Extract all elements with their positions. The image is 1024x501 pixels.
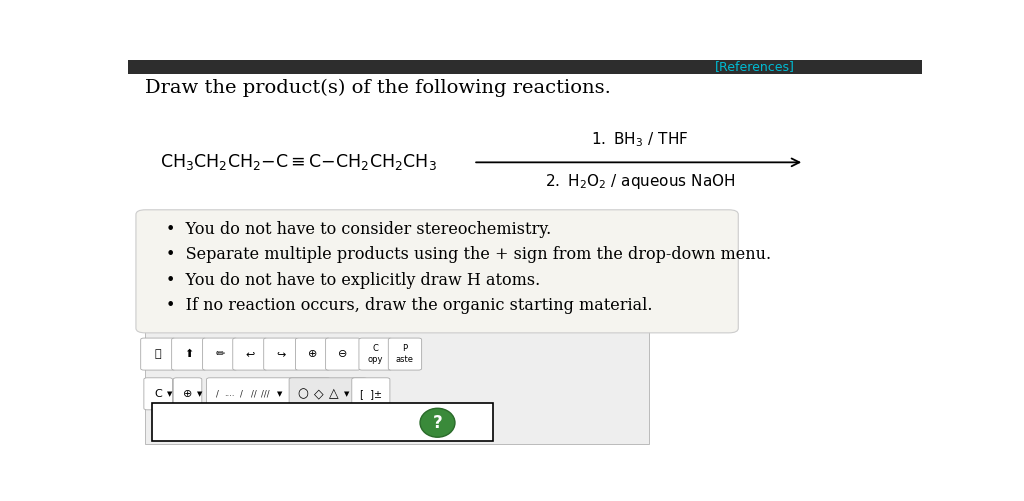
Ellipse shape bbox=[420, 408, 455, 437]
Text: 🖐: 🖐 bbox=[155, 349, 162, 359]
Text: $\mathregular{1.\ BH_3\ /\ THF}$: $\mathregular{1.\ BH_3\ /\ THF}$ bbox=[591, 130, 688, 149]
Text: •  Separate multiple products using the + sign from the drop-down menu.: • Separate multiple products using the +… bbox=[166, 246, 771, 264]
Text: C
opy: C opy bbox=[368, 344, 383, 364]
FancyBboxPatch shape bbox=[352, 378, 390, 410]
Text: ▼: ▼ bbox=[344, 391, 350, 397]
FancyBboxPatch shape bbox=[203, 338, 238, 370]
FancyBboxPatch shape bbox=[136, 210, 738, 333]
Text: ⊖: ⊖ bbox=[338, 349, 348, 359]
FancyBboxPatch shape bbox=[232, 338, 267, 370]
Text: ▼: ▼ bbox=[197, 391, 202, 397]
FancyBboxPatch shape bbox=[296, 338, 331, 370]
FancyBboxPatch shape bbox=[326, 338, 360, 370]
Text: P
aste: P aste bbox=[396, 344, 414, 364]
FancyBboxPatch shape bbox=[145, 330, 649, 444]
Text: ?: ? bbox=[432, 414, 442, 432]
Text: Draw the product(s) of the following reactions.: Draw the product(s) of the following rea… bbox=[145, 79, 611, 97]
Text: $\mathregular{CH_3CH_2CH_2{-}C{\equiv}C{-}CH_2CH_2CH_3}$: $\mathregular{CH_3CH_2CH_2{-}C{\equiv}C{… bbox=[160, 152, 437, 172]
FancyBboxPatch shape bbox=[289, 378, 367, 410]
FancyBboxPatch shape bbox=[388, 338, 422, 370]
FancyBboxPatch shape bbox=[152, 403, 494, 441]
Text: ....: .... bbox=[224, 389, 234, 398]
FancyBboxPatch shape bbox=[172, 338, 207, 370]
Text: [  ]±: [ ]± bbox=[359, 389, 382, 399]
Text: •  You do not have to explicitly draw H atoms.: • You do not have to explicitly draw H a… bbox=[166, 272, 541, 289]
FancyBboxPatch shape bbox=[264, 338, 299, 370]
Text: •  If no reaction occurs, draw the organic starting material.: • If no reaction occurs, draw the organi… bbox=[166, 297, 652, 314]
Text: ⬆: ⬆ bbox=[184, 349, 194, 359]
Text: ///: /// bbox=[261, 389, 269, 398]
Text: ○: ○ bbox=[297, 387, 308, 400]
Text: △: △ bbox=[329, 387, 338, 400]
Text: •  You do not have to consider stereochemistry.: • You do not have to consider stereochem… bbox=[166, 221, 551, 238]
Text: ⊕: ⊕ bbox=[308, 349, 317, 359]
Text: /: / bbox=[216, 389, 219, 398]
Text: C: C bbox=[155, 389, 162, 399]
FancyBboxPatch shape bbox=[143, 378, 172, 410]
Text: //: // bbox=[251, 389, 256, 398]
Text: ↩: ↩ bbox=[246, 349, 255, 359]
Text: ◇: ◇ bbox=[313, 387, 324, 400]
FancyBboxPatch shape bbox=[359, 338, 392, 370]
Text: ▼: ▼ bbox=[276, 391, 283, 397]
Text: $\mathregular{2.\ H_2O_2\ /\ aqueous\ NaOH}$: $\mathregular{2.\ H_2O_2\ /\ aqueous\ Na… bbox=[545, 172, 735, 191]
Text: ⊕: ⊕ bbox=[183, 389, 193, 399]
FancyBboxPatch shape bbox=[207, 378, 331, 410]
Text: ▼: ▼ bbox=[167, 391, 173, 397]
FancyBboxPatch shape bbox=[140, 338, 176, 370]
FancyBboxPatch shape bbox=[173, 378, 202, 410]
Text: ✏: ✏ bbox=[215, 349, 224, 359]
FancyBboxPatch shape bbox=[128, 60, 922, 74]
Text: [References]: [References] bbox=[715, 60, 795, 73]
Text: ↪: ↪ bbox=[276, 349, 286, 359]
Text: /: / bbox=[240, 389, 243, 398]
